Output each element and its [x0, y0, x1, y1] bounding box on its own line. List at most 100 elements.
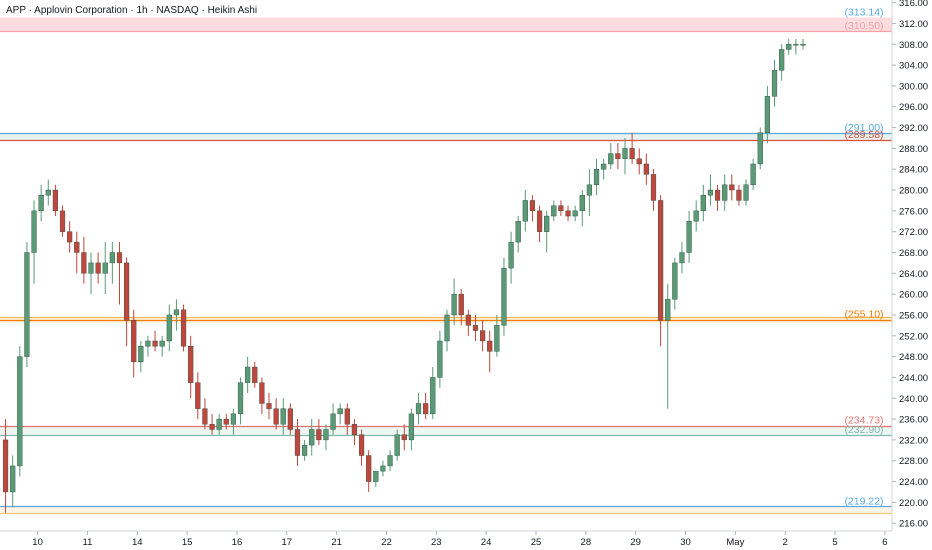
candle-body [24, 252, 30, 357]
y-tick-label: 280.00 [899, 186, 928, 197]
candle [608, 143, 614, 170]
candle [593, 158, 600, 196]
candle [294, 419, 301, 466]
candle-body [131, 319, 137, 363]
candle-body [245, 366, 251, 383]
candle-body [686, 221, 692, 253]
candle-body [586, 184, 593, 196]
x-tick-label: 10 [32, 537, 43, 548]
candle-body [159, 340, 165, 347]
candle [245, 356, 251, 394]
candle-body [237, 382, 244, 415]
y-tick-label: 216.00 [899, 519, 928, 530]
candle [358, 429, 365, 466]
x-tick-label: 28 [581, 537, 592, 548]
y-tick-label: 224.00 [899, 477, 928, 488]
x-tick-label: 21 [331, 537, 342, 548]
y-tick-label: 228.00 [899, 456, 928, 467]
candle [636, 148, 642, 175]
candle-body [31, 210, 37, 253]
candle [736, 184, 742, 206]
y-tick-label: 292.00 [899, 123, 928, 134]
candle [166, 304, 172, 352]
candle [67, 221, 73, 253]
candle [24, 242, 30, 368]
candle-body [786, 44, 792, 50]
candle [508, 231, 514, 284]
candle [351, 419, 358, 446]
candle [707, 174, 714, 206]
candle-body [2, 439, 9, 493]
candle-body [515, 221, 521, 243]
y-tick-label: 308.00 [899, 40, 928, 51]
y-tick-label: 268.00 [899, 248, 928, 259]
price-level-label: (289.58) [844, 129, 883, 141]
candle [380, 460, 386, 477]
candle-body [757, 132, 763, 165]
candle [536, 205, 543, 243]
candle-body [266, 403, 272, 409]
candle [544, 210, 550, 253]
candle-body [88, 262, 94, 274]
candle-body [636, 158, 642, 165]
candle-body [707, 189, 714, 196]
candle [45, 179, 51, 206]
x-tick-label: 11 [83, 537, 93, 548]
candle [472, 314, 479, 341]
candle [88, 252, 94, 295]
candle-body [259, 382, 265, 404]
candle [31, 200, 37, 284]
candle [501, 257, 507, 336]
x-tick-label: 6 [882, 537, 887, 548]
candle [750, 158, 756, 191]
candle-body [430, 377, 436, 415]
candle-body [572, 210, 578, 217]
candle [679, 242, 685, 274]
candle [465, 309, 471, 336]
candle-body [401, 434, 407, 441]
candle-body [45, 189, 51, 196]
candle-body [38, 195, 44, 212]
candle [643, 153, 649, 185]
candle [430, 367, 436, 420]
y-tick-label: 296.00 [899, 102, 928, 113]
price-level-label: (255.10) [844, 309, 883, 321]
y-tick-label: 260.00 [899, 290, 928, 301]
candle-body [294, 429, 301, 456]
candle [672, 257, 678, 310]
price-zone-1 [0, 132, 892, 141]
candle [259, 377, 265, 414]
candle [729, 174, 735, 201]
x-tick-label: 22 [381, 537, 392, 548]
y-tick-label: 240.00 [899, 394, 928, 405]
candle-body [180, 309, 187, 347]
candle-body [800, 44, 806, 46]
candle-body [17, 356, 23, 467]
price-level-label: (232.90) [844, 424, 883, 436]
candle [302, 439, 308, 461]
candle-body [337, 408, 343, 415]
candle-body [309, 429, 315, 446]
candle-body [487, 340, 493, 352]
candle [223, 413, 229, 430]
candle [444, 309, 450, 352]
candle-body [608, 153, 614, 165]
candle-body [722, 184, 728, 201]
candle [280, 398, 286, 435]
candle [209, 413, 215, 435]
candles [2, 39, 806, 513]
candle [487, 330, 493, 373]
candle-body [59, 210, 66, 232]
candle [287, 403, 293, 435]
candle-body [643, 163, 649, 175]
candle [423, 393, 429, 420]
candle [551, 200, 557, 222]
candle [665, 283, 671, 409]
candle-body [252, 366, 258, 383]
candle [779, 44, 785, 81]
candle [480, 320, 486, 352]
candle [529, 195, 536, 222]
y-tick-label: 248.00 [899, 352, 928, 363]
